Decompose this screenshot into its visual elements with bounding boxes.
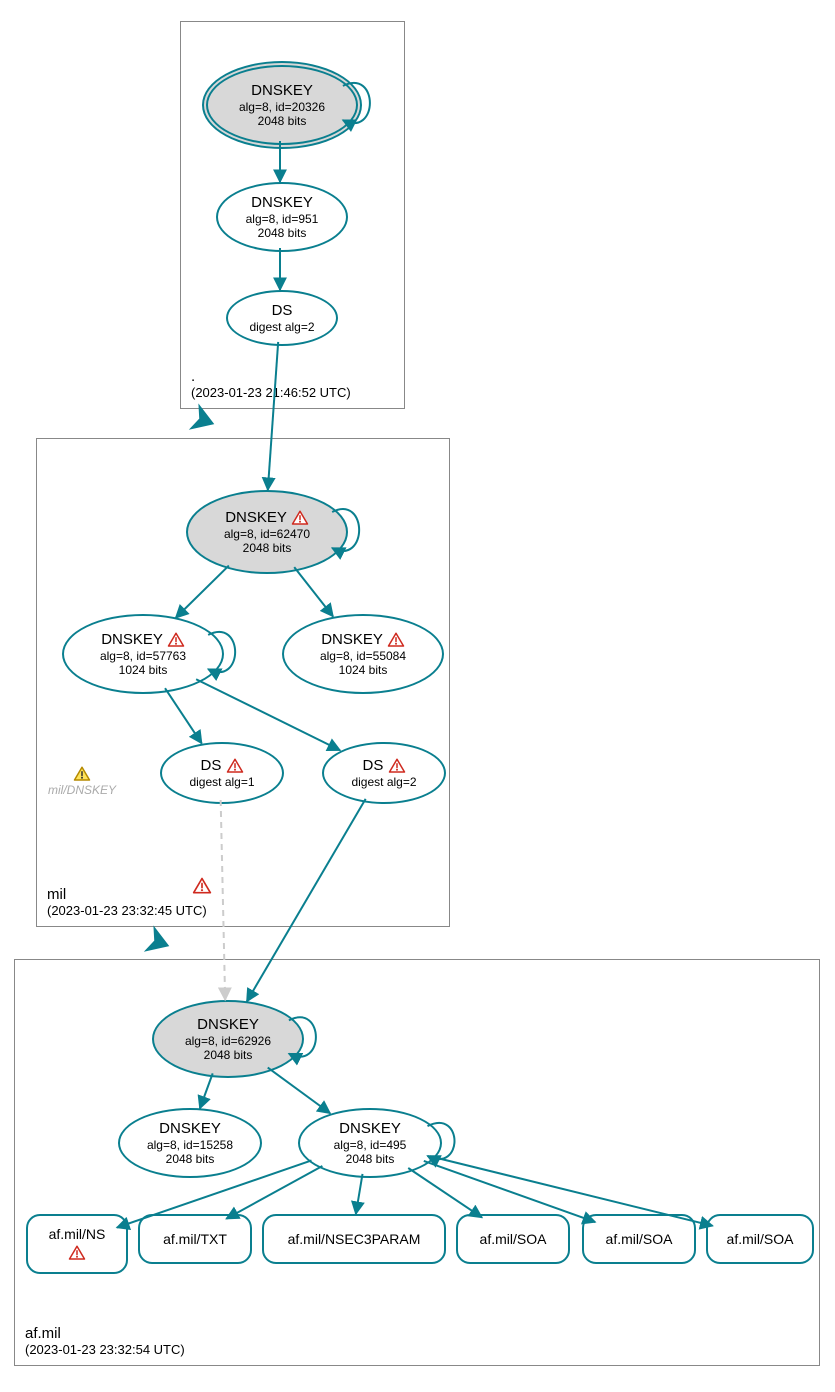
- node-sub2: 1024 bits: [339, 663, 388, 677]
- node-mil_ds1: DS digest alg=1: [160, 742, 284, 804]
- node-sub2: 2048 bits: [166, 1152, 215, 1166]
- zone-label: af.mil (2023-01-23 23:32:54 UTC): [25, 1325, 185, 1357]
- rr-label: af.mil/NS: [49, 1226, 106, 1261]
- rr-label: af.mil/SOA: [480, 1231, 547, 1248]
- rr-label: af.mil/NSEC3PARAM: [288, 1231, 421, 1248]
- node-af_zsk2: DNSKEYalg=8, id=4952048 bits: [298, 1108, 442, 1178]
- node-sub2: 2048 bits: [204, 1048, 253, 1062]
- note-mil-dnskey: mil/DNSKEY: [48, 765, 116, 797]
- node-mil_zsk2: DNSKEY alg=8, id=550841024 bits: [282, 614, 444, 694]
- node-title: DNSKEY: [251, 194, 313, 212]
- node-title: DNSKEY: [197, 1016, 259, 1034]
- node-sub1: alg=8, id=20326: [239, 100, 325, 114]
- zone-timestamp: (2023-01-23 23:32:45 UTC): [47, 903, 207, 918]
- zone-label: mil (2023-01-23 23:32:45 UTC): [47, 886, 207, 918]
- node-title: DNSKEY: [225, 509, 309, 527]
- node-title: DNSKEY: [251, 82, 313, 100]
- node-rr_txt: af.mil/TXT: [138, 1214, 252, 1264]
- zone-name: af.mil: [25, 1325, 185, 1342]
- node-mil_zsk1: DNSKEY alg=8, id=577631024 bits: [62, 614, 224, 694]
- node-rr_soa3: af.mil/SOA: [706, 1214, 814, 1264]
- node-sub2: 2048 bits: [258, 114, 307, 128]
- node-sub1: alg=8, id=55084: [320, 649, 406, 663]
- node-mil_ksk: DNSKEY alg=8, id=624702048 bits: [186, 490, 348, 574]
- node-root_ksk: DNSKEYalg=8, id=203262048 bits: [206, 65, 358, 145]
- node-title: DS: [362, 757, 405, 775]
- zone-name: mil: [47, 886, 207, 903]
- node-title: DNSKEY: [321, 631, 405, 649]
- node-root_ds: DSdigest alg=2: [226, 290, 338, 346]
- node-rr_soa1: af.mil/SOA: [456, 1214, 570, 1264]
- rr-label: af.mil/TXT: [163, 1231, 227, 1248]
- node-mil_ds2: DS digest alg=2: [322, 742, 446, 804]
- node-title: DNSKEY: [101, 631, 185, 649]
- node-sub1: digest alg=2: [351, 775, 416, 789]
- node-sub1: digest alg=1: [189, 775, 254, 789]
- node-rr_soa2: af.mil/SOA: [582, 1214, 696, 1264]
- node-rr_ns: af.mil/NS: [26, 1214, 128, 1274]
- node-af_ksk: DNSKEYalg=8, id=629262048 bits: [152, 1000, 304, 1078]
- node-title: DS: [272, 302, 293, 320]
- node-sub1: alg=8, id=62926: [185, 1034, 271, 1048]
- node-af_zsk1: DNSKEYalg=8, id=152582048 bits: [118, 1108, 262, 1178]
- warning-icon: [192, 876, 212, 896]
- node-sub1: digest alg=2: [249, 320, 314, 334]
- node-sub2: 2048 bits: [346, 1152, 395, 1166]
- node-title: DNSKEY: [159, 1120, 221, 1138]
- node-sub1: alg=8, id=57763: [100, 649, 186, 663]
- zone-label: . (2023-01-23 21:46:52 UTC): [191, 368, 351, 400]
- zone-transition-arrow: [144, 925, 174, 959]
- node-sub2: 2048 bits: [258, 226, 307, 240]
- rr-label: af.mil/SOA: [606, 1231, 673, 1248]
- zone-name: .: [191, 368, 351, 385]
- node-sub1: alg=8, id=62470: [224, 527, 310, 541]
- node-sub1: alg=8, id=15258: [147, 1138, 233, 1152]
- node-title: DS: [200, 757, 243, 775]
- node-rr_nsec3: af.mil/NSEC3PARAM: [262, 1214, 446, 1264]
- note-text: mil/DNSKEY: [48, 783, 116, 797]
- node-sub1: alg=8, id=495: [334, 1138, 407, 1152]
- rr-label: af.mil/SOA: [727, 1231, 794, 1248]
- node-sub1: alg=8, id=951: [246, 212, 319, 226]
- zone-timestamp: (2023-01-23 23:32:54 UTC): [25, 1342, 185, 1357]
- zone-timestamp: (2023-01-23 21:46:52 UTC): [191, 385, 351, 400]
- node-sub2: 2048 bits: [243, 541, 292, 555]
- node-root_zsk: DNSKEYalg=8, id=9512048 bits: [216, 182, 348, 252]
- node-sub2: 1024 bits: [119, 663, 168, 677]
- node-title: DNSKEY: [339, 1120, 401, 1138]
